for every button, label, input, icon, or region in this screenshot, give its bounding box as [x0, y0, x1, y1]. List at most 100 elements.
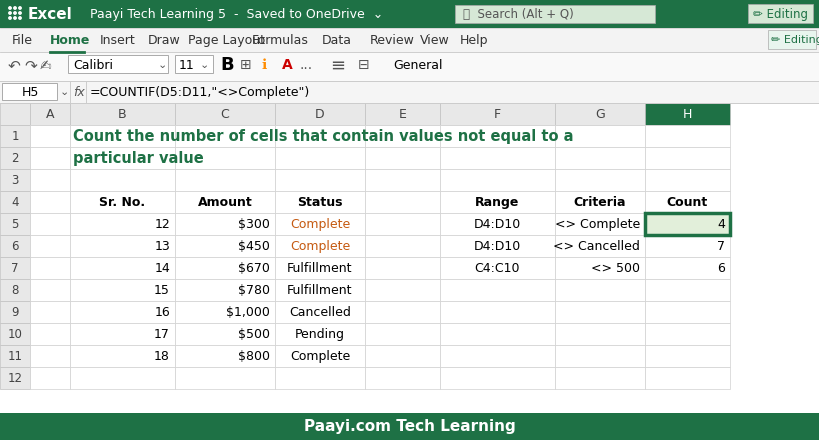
Bar: [554, 191, 645, 213]
Text: Range: Range: [475, 195, 519, 209]
Bar: [274, 279, 364, 301]
Bar: [30, 191, 70, 213]
Text: $500: $500: [238, 327, 269, 341]
Bar: [0, 301, 30, 323]
Bar: [70, 323, 174, 345]
Text: ≡: ≡: [329, 57, 345, 75]
Text: 5: 5: [11, 217, 19, 231]
Bar: [2, 83, 57, 100]
Bar: [274, 213, 364, 235]
Bar: [70, 301, 174, 323]
Text: 11: 11: [179, 59, 195, 72]
Bar: [30, 103, 70, 125]
Bar: [440, 213, 554, 235]
Bar: [645, 103, 729, 125]
Bar: [645, 213, 729, 235]
Bar: [554, 257, 645, 279]
Text: $1,000: $1,000: [226, 305, 269, 319]
Bar: [274, 367, 364, 389]
Text: ⌄: ⌄: [200, 60, 209, 70]
Bar: [274, 301, 364, 323]
Text: Complete: Complete: [290, 239, 350, 253]
Text: E: E: [398, 107, 406, 121]
Bar: [645, 345, 729, 367]
Bar: [364, 301, 440, 323]
Text: <> 500: <> 500: [590, 261, 639, 275]
Bar: [0, 103, 819, 413]
Text: C4:C10: C4:C10: [474, 261, 519, 275]
Bar: [554, 147, 645, 169]
Bar: [554, 279, 645, 301]
Text: 8: 8: [11, 283, 19, 297]
Text: ℹ: ℹ: [262, 58, 267, 72]
Text: $450: $450: [238, 239, 269, 253]
Text: 2: 2: [11, 151, 19, 165]
Bar: [274, 257, 364, 279]
Text: 15: 15: [154, 283, 170, 297]
Bar: [645, 367, 729, 389]
Bar: [174, 367, 274, 389]
Bar: [364, 147, 440, 169]
Text: ⌕  Search (Alt + Q): ⌕ Search (Alt + Q): [463, 7, 573, 21]
Text: ⊟: ⊟: [358, 58, 369, 72]
Text: 7: 7: [11, 261, 19, 275]
Bar: [0, 147, 30, 169]
Text: 6: 6: [717, 261, 724, 275]
Bar: [174, 301, 274, 323]
Circle shape: [9, 7, 11, 9]
Text: Pending: Pending: [295, 327, 345, 341]
Bar: [645, 191, 729, 213]
Bar: [440, 235, 554, 257]
Text: 3: 3: [11, 173, 19, 187]
Circle shape: [19, 17, 21, 19]
Bar: [174, 323, 274, 345]
Text: Data: Data: [322, 33, 351, 47]
Text: 16: 16: [154, 305, 170, 319]
Bar: [364, 191, 440, 213]
Bar: [364, 125, 440, 147]
Bar: [70, 125, 174, 147]
Bar: [174, 55, 213, 73]
Bar: [274, 345, 364, 367]
Bar: [30, 169, 70, 191]
Text: 10: 10: [7, 327, 22, 341]
Text: ⊞: ⊞: [240, 58, 251, 72]
Bar: [364, 367, 440, 389]
Bar: [274, 191, 364, 213]
Text: ⌄: ⌄: [60, 87, 70, 97]
Text: A: A: [282, 58, 292, 72]
Text: H: H: [682, 107, 691, 121]
Text: F: F: [493, 107, 500, 121]
Text: Formulas: Formulas: [251, 33, 309, 47]
Bar: [0, 257, 30, 279]
Bar: [174, 257, 274, 279]
Text: Insert: Insert: [100, 33, 136, 47]
Bar: [70, 213, 174, 235]
Circle shape: [9, 17, 11, 19]
Text: D4:D10: D4:D10: [473, 239, 521, 253]
Text: Criteria: Criteria: [573, 195, 626, 209]
Bar: [440, 301, 554, 323]
Text: Cancelled: Cancelled: [289, 305, 351, 319]
Text: B: B: [219, 56, 233, 74]
Bar: [0, 413, 819, 440]
Bar: [0, 103, 30, 125]
Text: ↶: ↶: [8, 59, 20, 73]
Bar: [554, 235, 645, 257]
Bar: [70, 367, 174, 389]
Text: Page Layout: Page Layout: [188, 33, 265, 47]
Bar: [70, 345, 174, 367]
Text: Complete: Complete: [290, 349, 350, 363]
Bar: [364, 257, 440, 279]
Bar: [70, 235, 174, 257]
Bar: [364, 235, 440, 257]
Circle shape: [9, 12, 11, 14]
Bar: [0, 345, 30, 367]
Text: Calibri: Calibri: [73, 59, 113, 72]
Text: H5: H5: [21, 85, 38, 99]
Bar: [645, 125, 729, 147]
Bar: [440, 257, 554, 279]
Bar: [0, 0, 819, 28]
Bar: [0, 28, 819, 52]
Text: C: C: [220, 107, 229, 121]
